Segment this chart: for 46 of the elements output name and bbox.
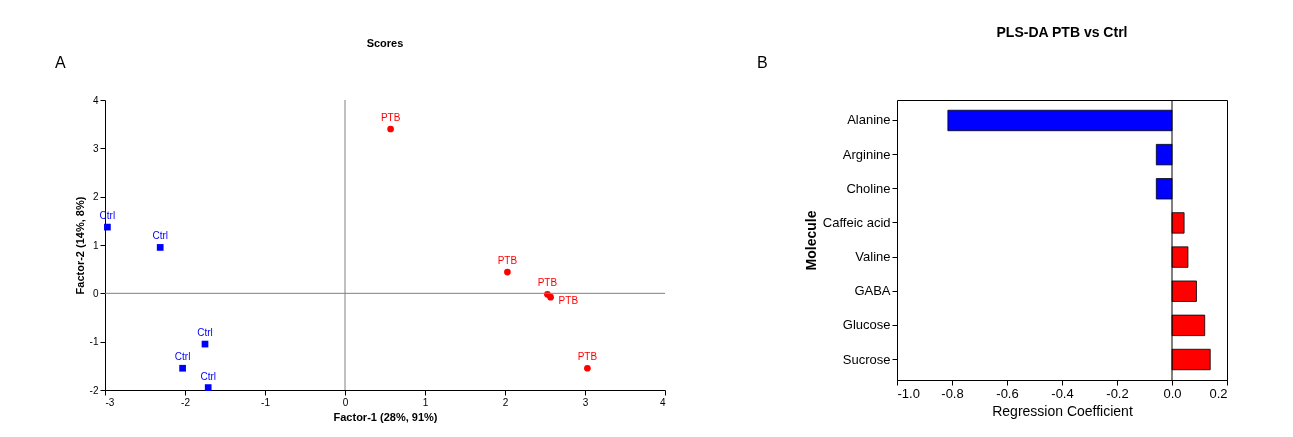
x-tick-label: -1.0	[897, 385, 920, 401]
y-tick-label: -1	[89, 336, 99, 348]
x-tick-label: -3	[105, 396, 115, 408]
chart-title: Scores	[366, 37, 404, 49]
text: PTB	[380, 112, 401, 123]
y-tick-label: Choline	[846, 180, 891, 196]
y-tick-label: Arginine	[842, 146, 891, 162]
x-axis-title: Factor-1 (28%, 91%)	[333, 410, 438, 423]
text: PTB	[577, 351, 598, 363]
x-tick-label: 4	[659, 396, 666, 408]
y-tick-label: Valine	[855, 249, 891, 265]
x-tick-label: -0.4	[1051, 385, 1074, 401]
x-tick-label: -0.6	[996, 385, 1019, 401]
y-tick-label: Alanine	[847, 112, 891, 128]
x-tick-label: 2	[502, 396, 509, 408]
text: PTB	[497, 255, 518, 267]
x-tick-label: 3	[582, 396, 589, 408]
y-axis-title: Factor-2 (14%, 8%)	[73, 196, 86, 295]
x-tick-label: 0	[342, 396, 349, 408]
y-tick-label: 3	[92, 142, 99, 154]
text: PTB	[537, 277, 558, 289]
y-axis-title: Molecule	[802, 210, 819, 271]
text: A	[55, 54, 66, 71]
x-tick-label: -1	[261, 396, 271, 408]
y-tick-label: Caffeic acid	[822, 214, 891, 230]
text: Ctrl	[152, 230, 168, 242]
y-tick-label: 4	[92, 94, 99, 106]
text: Ctrl	[197, 327, 213, 339]
x-tick-label: -0.2	[1106, 385, 1129, 401]
x-tick-label: -2	[181, 396, 191, 408]
x-axis-title: Regression Coefficient	[992, 402, 1133, 419]
x-tick-label: 0.2	[1209, 385, 1228, 401]
y-tick-label: 1	[92, 239, 99, 251]
series-label: PTB	[558, 295, 579, 307]
y-tick-label: 2	[92, 191, 99, 203]
chart-title: PLS-DA PTB vs Ctrl	[996, 24, 1128, 40]
x-tick-label: 1	[422, 396, 429, 408]
y-tick-label: Glucose	[842, 317, 891, 333]
x-tick-label: -0.8	[941, 385, 964, 401]
x-tick-label: 0.0	[1163, 385, 1182, 401]
text: Ctrl	[174, 351, 191, 363]
y-tick-label: GABA	[854, 283, 891, 299]
y-tick-label: 0	[92, 287, 99, 299]
y-tick-label: Sucrose	[842, 351, 891, 367]
text: B	[757, 54, 768, 71]
text: Ctrl	[200, 370, 216, 382]
